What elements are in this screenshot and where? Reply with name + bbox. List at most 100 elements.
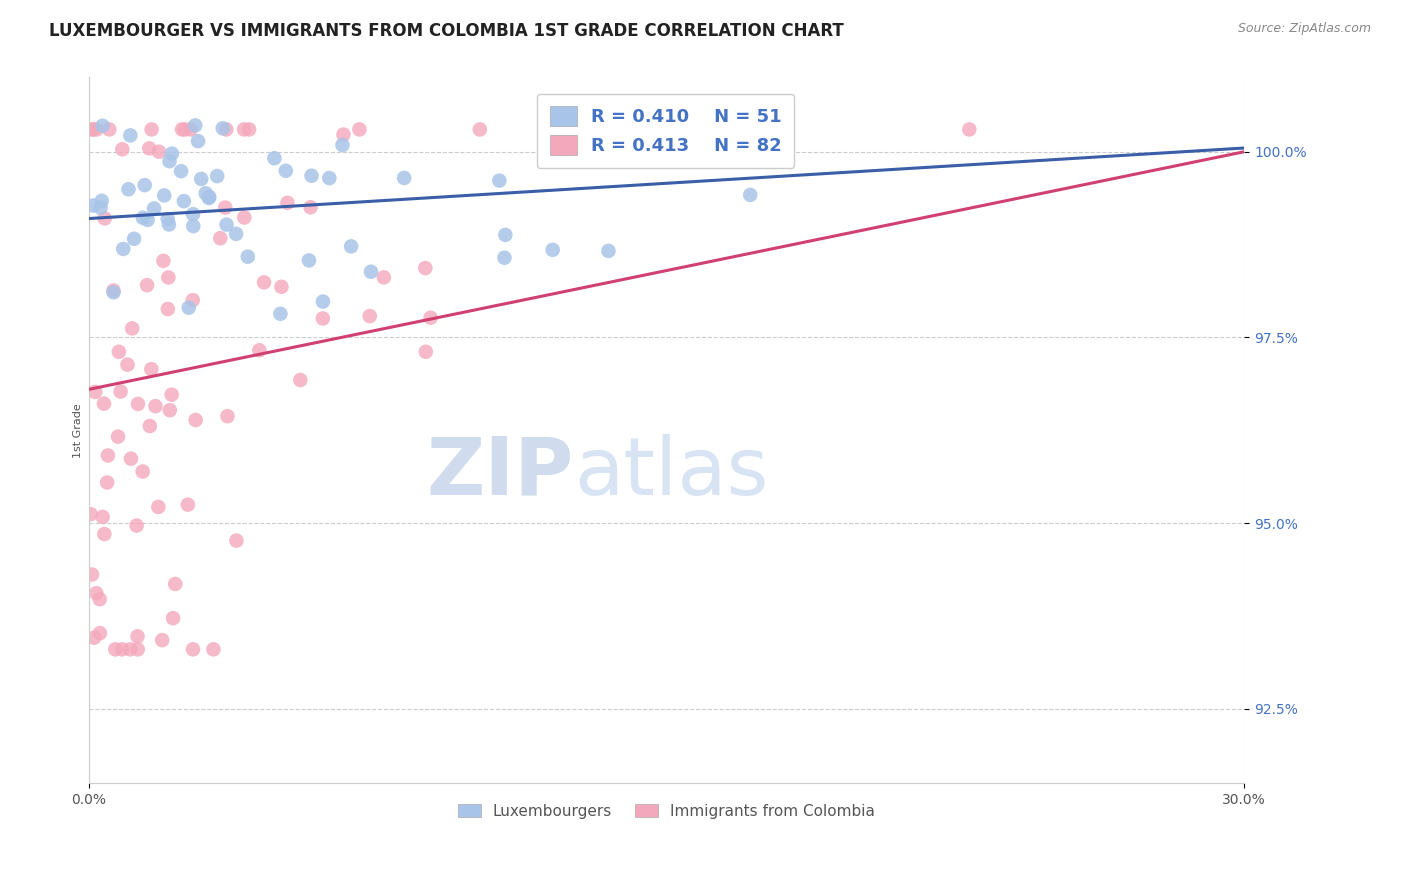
Legend: Luxembourgers, Immigrants from Colombia: Luxembourgers, Immigrants from Colombia — [451, 797, 882, 825]
Point — [80, 567, 103, 582]
Point — [93, 211, 115, 226]
Point — [173, 194, 195, 209]
Point — [349, 122, 371, 136]
Point — [143, 202, 166, 216]
Point — [141, 122, 163, 136]
Point — [120, 128, 142, 143]
Point — [572, 122, 595, 136]
Point — [141, 362, 163, 376]
Point — [598, 244, 620, 258]
Point — [415, 344, 437, 359]
Point — [198, 190, 221, 204]
Point — [157, 270, 180, 285]
Point — [299, 200, 322, 214]
Point — [488, 173, 510, 187]
Point — [332, 138, 354, 153]
Point — [180, 122, 202, 136]
Point — [90, 201, 112, 215]
Point — [162, 611, 184, 625]
Point — [340, 239, 363, 253]
Point — [79, 507, 101, 521]
Text: atlas: atlas — [574, 434, 769, 512]
Point — [181, 219, 204, 233]
Point — [121, 321, 143, 335]
Point — [82, 198, 104, 212]
Point — [740, 188, 762, 202]
Text: ZIP: ZIP — [427, 434, 574, 512]
Point — [103, 285, 125, 300]
Point — [181, 642, 204, 657]
Point — [84, 384, 107, 399]
Point — [247, 343, 270, 358]
Y-axis label: 1st Grade: 1st Grade — [73, 403, 83, 458]
Point — [125, 518, 148, 533]
Point — [957, 122, 980, 136]
Point — [96, 475, 118, 490]
Point — [359, 309, 381, 323]
Point — [202, 642, 225, 657]
Point — [122, 232, 145, 246]
Point — [86, 122, 108, 136]
Point — [152, 253, 174, 268]
Point — [181, 293, 204, 308]
Point — [312, 311, 335, 326]
Point — [270, 280, 292, 294]
Point — [269, 307, 291, 321]
Point — [82, 122, 104, 136]
Point — [157, 218, 180, 232]
Point — [82, 122, 104, 136]
Point — [117, 358, 139, 372]
Point — [187, 134, 209, 148]
Point — [177, 498, 200, 512]
Point — [139, 419, 162, 434]
Point — [225, 227, 247, 241]
Point — [97, 449, 120, 463]
Point — [83, 631, 105, 645]
Point — [392, 171, 415, 186]
Point — [181, 207, 204, 221]
Point — [177, 301, 200, 315]
Point — [160, 387, 183, 401]
Point — [134, 178, 156, 193]
Point — [198, 191, 221, 205]
Point — [238, 122, 260, 136]
Point — [98, 122, 121, 136]
Point — [214, 201, 236, 215]
Point — [360, 265, 382, 279]
Point — [318, 171, 340, 186]
Point — [233, 122, 256, 136]
Point — [90, 194, 112, 208]
Point — [103, 284, 125, 298]
Text: Source: ZipAtlas.com: Source: ZipAtlas.com — [1237, 22, 1371, 36]
Point — [225, 533, 247, 548]
Point — [215, 218, 238, 232]
Point — [233, 211, 256, 225]
Point — [215, 122, 238, 136]
Point — [332, 128, 354, 142]
Point — [93, 397, 115, 411]
Point — [170, 122, 193, 136]
Point — [148, 500, 170, 514]
Point — [205, 169, 228, 183]
Point — [217, 409, 239, 424]
Point — [413, 261, 436, 276]
Point — [111, 642, 134, 657]
Point — [132, 211, 155, 225]
Point — [150, 633, 173, 648]
Point — [107, 430, 129, 444]
Point — [104, 642, 127, 657]
Point — [165, 577, 187, 591]
Point — [263, 151, 285, 165]
Point — [148, 145, 170, 159]
Point — [184, 413, 207, 427]
Point — [190, 172, 212, 186]
Point — [170, 164, 193, 178]
Point — [117, 182, 139, 196]
Point — [153, 188, 176, 202]
Point — [145, 399, 167, 413]
Point — [494, 227, 516, 242]
Point — [274, 163, 297, 178]
Point — [111, 142, 134, 156]
Point — [419, 310, 441, 325]
Point — [301, 169, 323, 183]
